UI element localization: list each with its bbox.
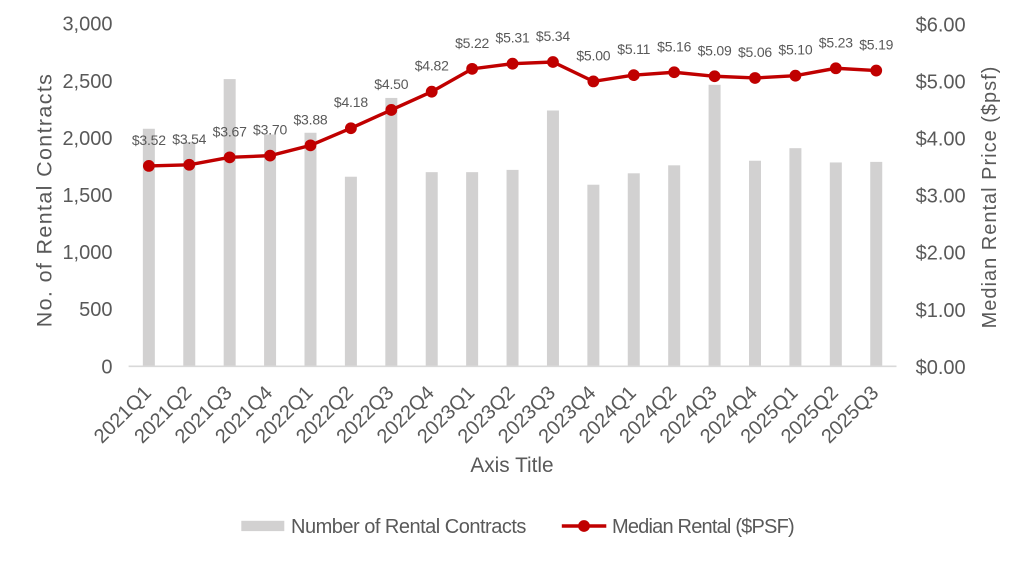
svg-text:$2.00: $2.00 — [916, 243, 966, 265]
svg-text:$5.00: $5.00 — [576, 47, 610, 63]
svg-text:$5.09: $5.09 — [698, 42, 732, 58]
svg-text:$3.88: $3.88 — [293, 111, 327, 127]
svg-text:3,000: 3,000 — [62, 14, 112, 36]
svg-text:$5.00: $5.00 — [916, 71, 966, 93]
svg-text:Median Rental Price ($psf): Median Rental Price ($psf) — [979, 66, 1001, 329]
svg-text:500: 500 — [79, 299, 112, 321]
svg-text:$5.31: $5.31 — [496, 30, 530, 46]
svg-text:2,500: 2,500 — [62, 71, 112, 93]
svg-text:1,000: 1,000 — [62, 242, 112, 264]
svg-text:$5.06: $5.06 — [738, 44, 772, 60]
svg-text:$5.34: $5.34 — [536, 28, 570, 44]
svg-text:$6.00: $6.00 — [916, 14, 966, 36]
svg-text:$3.54: $3.54 — [172, 131, 206, 147]
svg-text:$1.00: $1.00 — [916, 300, 966, 322]
svg-text:1,500: 1,500 — [62, 185, 112, 207]
svg-text:0: 0 — [101, 356, 112, 378]
svg-text:2,000: 2,000 — [62, 128, 112, 150]
svg-text:$4.82: $4.82 — [415, 58, 449, 74]
svg-text:$4.18: $4.18 — [334, 94, 368, 110]
svg-text:$3.67: $3.67 — [213, 123, 247, 139]
svg-text:$5.23: $5.23 — [819, 34, 853, 50]
svg-text:$4.50: $4.50 — [374, 76, 408, 92]
svg-text:$0.00: $0.00 — [916, 357, 966, 379]
svg-text:$5.11: $5.11 — [617, 41, 650, 57]
svg-text:Number of Rental Contracts: Number of Rental Contracts — [291, 516, 526, 538]
svg-text:$3.52: $3.52 — [132, 132, 166, 148]
svg-text:$3.70: $3.70 — [253, 122, 287, 138]
svg-text:$3.00: $3.00 — [916, 186, 966, 208]
svg-text:$5.16: $5.16 — [657, 38, 691, 54]
svg-text:$4.00: $4.00 — [916, 129, 966, 151]
svg-text:Median Rental ($PSF): Median Rental ($PSF) — [612, 516, 794, 538]
svg-text:Axis Title: Axis Title — [470, 454, 553, 477]
svg-text:No. of Rental Contracts: No. of Rental Contracts — [33, 73, 57, 328]
svg-text:$5.10: $5.10 — [778, 42, 812, 58]
svg-text:$5.22: $5.22 — [455, 35, 489, 51]
svg-text:$5.19: $5.19 — [859, 37, 893, 53]
